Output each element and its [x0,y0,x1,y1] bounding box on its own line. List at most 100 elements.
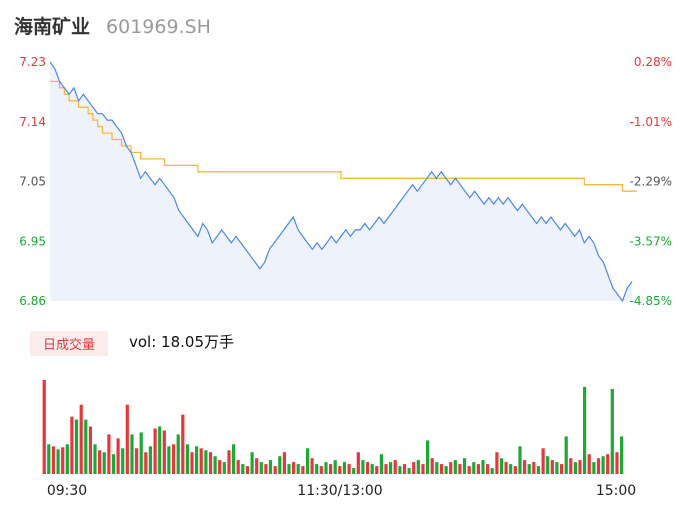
volume-bar [393,460,397,474]
volume-bar [523,460,527,474]
volume-bar [301,466,305,474]
stock-name: 海南矿业 [14,16,91,38]
volume-bar [555,462,559,474]
volume-bar [583,386,587,474]
volume-bar [486,464,490,474]
time-tick-label: 15:00 [596,483,636,499]
volume-bar [402,464,407,474]
volume-bar [513,466,517,474]
volume-bar [573,462,577,474]
volume-bar [144,452,148,474]
volume-bar [333,460,337,474]
price-line [49,61,633,303]
volume-bar [74,419,79,474]
volume-bar [370,464,374,474]
volume-bar [232,444,236,474]
volume-bar [356,452,360,474]
volume-readout: vol: 18.05万手 [129,333,234,351]
volume-bar [245,466,249,474]
volume-bar [426,440,430,474]
volume-bar [481,460,485,474]
percent-tick-label: -4.85% [630,294,672,308]
price-panel [49,61,637,303]
volume-bar [208,452,213,474]
volume-bar [79,404,83,474]
volume-bar [398,466,402,474]
volume-bar [412,462,416,474]
volume-bar [324,462,328,474]
volume-bar [153,428,157,474]
percent-tick-label: -2.29% [630,175,672,189]
volume-bar [287,464,291,474]
volume-bar [495,452,499,474]
volume-bar [255,458,259,474]
volume-bar [181,414,185,474]
volume-bar [98,450,102,474]
volume-bar [121,448,125,474]
daily-volume-tag[interactable]: 日成交量 [30,331,109,356]
volume-bar [51,446,55,474]
volume-bar [416,460,420,474]
volume-bar [587,454,591,474]
volume-bar [430,458,434,474]
volume-bar [615,452,619,474]
volume-bar [292,462,296,474]
volume-bar [467,466,471,474]
volume-bar [107,434,111,474]
volume-bar [218,460,222,474]
stock-code: 601969.SH [106,16,211,38]
price-tick-label: 6.95 [19,234,46,248]
volume-bar [458,464,462,474]
volume-bar [139,432,143,474]
volume-bar [282,452,286,474]
volume-bar [70,416,74,474]
volume-bar [379,454,383,474]
volume-bar [319,466,323,474]
volume-bar [130,434,134,474]
volume-bar [435,462,439,474]
volume-bar [273,466,277,474]
volume-bar [185,444,189,474]
volume-bar [167,446,171,474]
price-tick-label: 7.14 [19,115,46,129]
price-axis-left: 7.23 7.14 7.05 6.95 6.86 [19,55,46,308]
volume-bar [536,466,540,474]
volume-bar [195,446,199,474]
volume-bar [222,462,226,474]
volume-bar [93,444,97,474]
volume-bar [329,464,333,474]
volume-bar [204,450,208,474]
volume-bar [375,466,379,474]
volume-bar [504,462,508,474]
volume-bar [606,454,610,474]
volume-bar [135,448,139,474]
volume-bar [264,464,268,474]
volume-bar [361,460,365,474]
volume-bar [564,436,568,474]
volume-bar [592,462,596,474]
volume-bar [158,426,162,474]
price-tick-label: 7.23 [19,55,46,69]
volume-bar [227,450,231,474]
volume-bar [268,460,273,474]
volume-bar [250,452,254,474]
percent-tick-label: -3.57% [630,234,672,248]
volume-bar [518,446,522,474]
volume-bar [47,444,51,474]
volume-bar [352,468,356,474]
volume-bar [509,464,513,474]
price-area-fill [50,62,632,301]
volume-bar [569,458,573,474]
volume-bar [342,462,346,474]
price-tick-label: 6.86 [19,294,46,308]
volume-bar [315,464,319,474]
volume-bar [102,452,106,474]
time-tick-label: 11:30/13:00 [297,483,382,499]
percent-tick-label: 0.28% [634,55,672,69]
volume-bar [259,462,263,474]
volume-bar [347,464,351,474]
stock-header: 海南矿业 601969.SH [14,12,211,40]
volume-bar [61,447,65,474]
volume-bar [490,468,494,474]
volume-bar [601,456,605,474]
